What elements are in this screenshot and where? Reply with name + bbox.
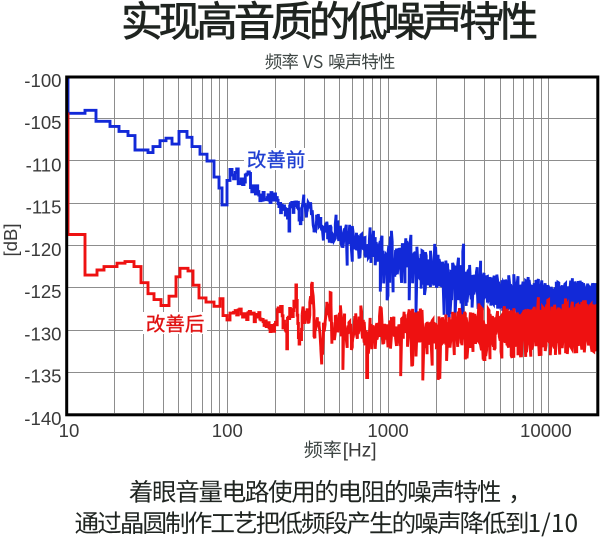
svg-text:[dB]: [dB] xyxy=(0,223,21,256)
svg-text:-115: -115 xyxy=(26,197,62,218)
svg-text:-110: -110 xyxy=(26,154,62,175)
svg-text:-135: -135 xyxy=(24,366,61,387)
svg-text:-120: -120 xyxy=(24,239,61,260)
svg-text:-105: -105 xyxy=(24,112,61,133)
svg-text:-100: -100 xyxy=(24,70,61,91)
svg-text:10000: 10000 xyxy=(520,420,572,441)
svg-text:[Hz]: [Hz] xyxy=(343,441,377,462)
svg-text:-140: -140 xyxy=(24,408,61,429)
svg-text:100: 100 xyxy=(212,420,243,441)
svg-text:10: 10 xyxy=(59,420,80,441)
svg-text:-130: -130 xyxy=(24,323,61,344)
svg-text:-125: -125 xyxy=(24,281,61,302)
svg-text:1000: 1000 xyxy=(367,420,408,441)
